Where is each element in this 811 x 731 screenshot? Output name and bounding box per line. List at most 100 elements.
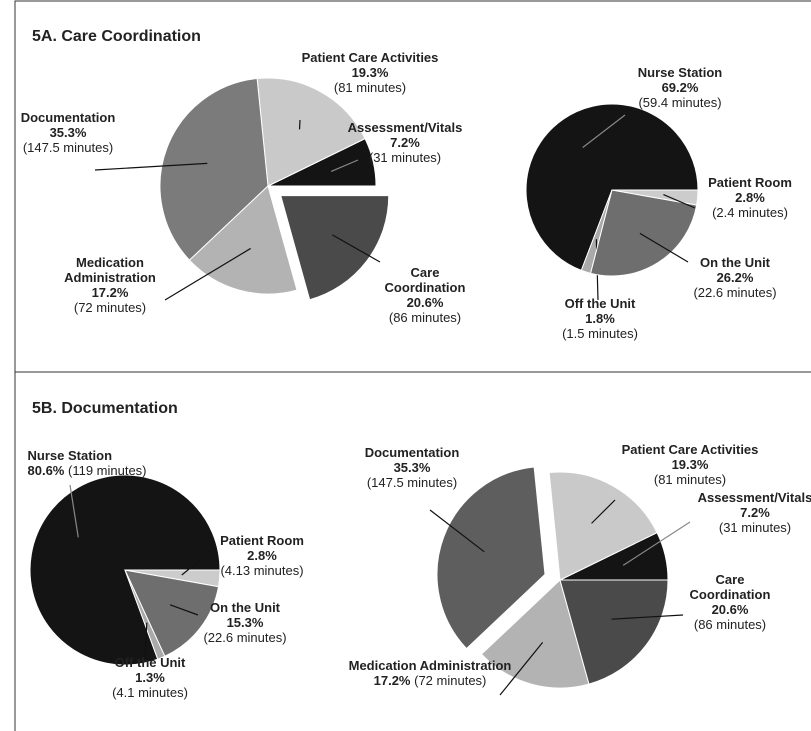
detail-label: (4.1 minutes) <box>112 685 188 700</box>
value-label: 69.2% <box>661 80 699 95</box>
leader-line <box>330 159 359 172</box>
value-label: 15.3% <box>226 615 264 630</box>
pie-slice <box>188 185 298 295</box>
detail-label: (86 minutes) <box>693 617 767 632</box>
panel-border <box>14 371 811 731</box>
detail-label: (2.4 minutes) <box>712 205 788 220</box>
category-label: Off the Unit <box>114 655 186 670</box>
leader-line <box>582 114 626 148</box>
category-label: Medication Administration <box>348 658 512 673</box>
detail-label: (72 minutes) <box>73 300 147 315</box>
slice-label: Off the Unit 1.3% (4.1 minutes) <box>95 655 205 700</box>
slice-label: Assessment/Vitals 7.2% (31 minutes) <box>335 120 475 165</box>
value-label: 17.2% <box>91 285 129 300</box>
detail-label: (31 minutes) <box>718 520 792 535</box>
slice-label: Care Coordination 20.6% (86 minutes) <box>370 265 480 325</box>
pie-slice <box>480 579 590 689</box>
value-label: 17.2% <box>373 673 411 688</box>
value-label: 2.8% <box>247 548 277 563</box>
leader-line <box>622 521 691 566</box>
value-label: 1.3% <box>135 670 165 685</box>
panel-title: 5A. Care Coordination <box>32 28 201 45</box>
pie-slice <box>159 78 269 261</box>
slice-label: On the Unit 26.2% (22.6 minutes) <box>670 255 800 300</box>
detail-label: (1.5 minutes) <box>562 326 638 341</box>
value-label: 20.6% <box>711 602 749 617</box>
pie-slice <box>29 474 221 666</box>
slice-label: Off the Unit 1.8% (1.5 minutes) <box>545 296 655 341</box>
slice-label: Documentation 35.3% (147.5 minutes) <box>352 445 472 490</box>
slice-label: Patient Care Activities 19.3% (81 minutes) <box>605 442 775 487</box>
category-label: Documentation <box>364 445 460 460</box>
detail-label: (59.4 minutes) <box>638 95 722 110</box>
pie-slice <box>590 189 698 277</box>
slice-label: Patient Room 2.8% (4.13 minutes) <box>197 533 327 578</box>
detail-label: (31 minutes) <box>368 150 442 165</box>
category-label: Medication Administration <box>64 255 156 285</box>
leader-line <box>429 509 485 553</box>
slice-label: Nurse Station 69.2% (59.4 minutes) <box>615 65 745 110</box>
slice-label: Documentation 35.3% (147.5 minutes) <box>8 110 128 155</box>
slice-label: Nurse Station 80.6% (119 minutes) <box>28 448 203 478</box>
detail-label: (147.5 minutes) <box>22 140 114 155</box>
category-label: Documentation <box>20 110 116 125</box>
detail-label: (81 minutes) <box>653 472 727 487</box>
category-label: Patient Care Activities <box>621 442 759 457</box>
category-label: Care Coordination <box>689 572 771 602</box>
value-label: 80.6% <box>27 463 65 478</box>
pie-slice <box>124 569 221 588</box>
leader-line <box>164 247 251 301</box>
leader-line <box>181 559 201 576</box>
pie-slice <box>256 77 366 187</box>
panel-title: 5B. Documentation <box>32 400 178 417</box>
pie-slice <box>124 569 220 657</box>
slice-label: On the Unit 15.3% (22.6 minutes) <box>180 600 310 645</box>
value-label: 7.2% <box>740 505 770 520</box>
pie-slice <box>559 579 669 685</box>
detail-label: (119 minutes) <box>68 463 147 478</box>
category-label: Assessment/Vitals <box>697 490 811 505</box>
slice-label: Medication Administration 17.2% (72 minute… <box>45 255 175 315</box>
detail-label: (81 minutes) <box>333 80 407 95</box>
detail-label: (4.13 minutes) <box>220 563 304 578</box>
value-label: 19.3% <box>351 65 389 80</box>
detail-label: (22.6 minutes) <box>203 630 287 645</box>
value-label: 26.2% <box>716 270 754 285</box>
pie-slice <box>436 466 546 650</box>
detail-label: (86 minutes) <box>388 310 462 325</box>
leader-line <box>169 604 199 616</box>
category-label: Off the Unit <box>564 296 636 311</box>
leader-line <box>69 484 79 538</box>
leader-line <box>639 232 689 263</box>
detail-label: (22.6 minutes) <box>693 285 777 300</box>
category-label: Nurse Station <box>637 65 723 80</box>
slice-label: Medication Administration 17.2% (72 minut… <box>345 658 515 688</box>
leader-line <box>332 234 381 263</box>
category-label: Care Coordination <box>384 265 466 295</box>
value-label: 20.6% <box>406 295 444 310</box>
category-label: On the Unit <box>699 255 771 270</box>
pie-slice <box>548 471 658 581</box>
slice-label: Care Coordination 20.6% (86 minutes) <box>675 572 785 632</box>
value-label: 2.8% <box>735 190 765 205</box>
category-label: Patient Care Activities <box>301 50 439 65</box>
leader-line <box>591 499 616 524</box>
value-label: 7.2% <box>390 135 420 150</box>
detail-label: (72 minutes) <box>414 673 487 688</box>
value-label: 1.8% <box>585 311 615 326</box>
value-label: 35.3% <box>393 460 431 475</box>
leader-line <box>94 162 208 171</box>
leader-line <box>144 622 148 659</box>
slice-label: Patient Room 2.8% (2.4 minutes) <box>690 175 810 220</box>
category-label: Patient Room <box>708 175 792 190</box>
leader-line <box>663 193 696 209</box>
category-label: Patient Room <box>220 533 304 548</box>
leader-line <box>611 614 684 620</box>
category-label: On the Unit <box>209 600 281 615</box>
leader-line <box>499 642 544 696</box>
value-label: 19.3% <box>671 457 709 472</box>
pie-slice <box>525 103 699 271</box>
slice-label: Assessment/Vitals 7.2% (31 minutes) <box>690 490 811 535</box>
